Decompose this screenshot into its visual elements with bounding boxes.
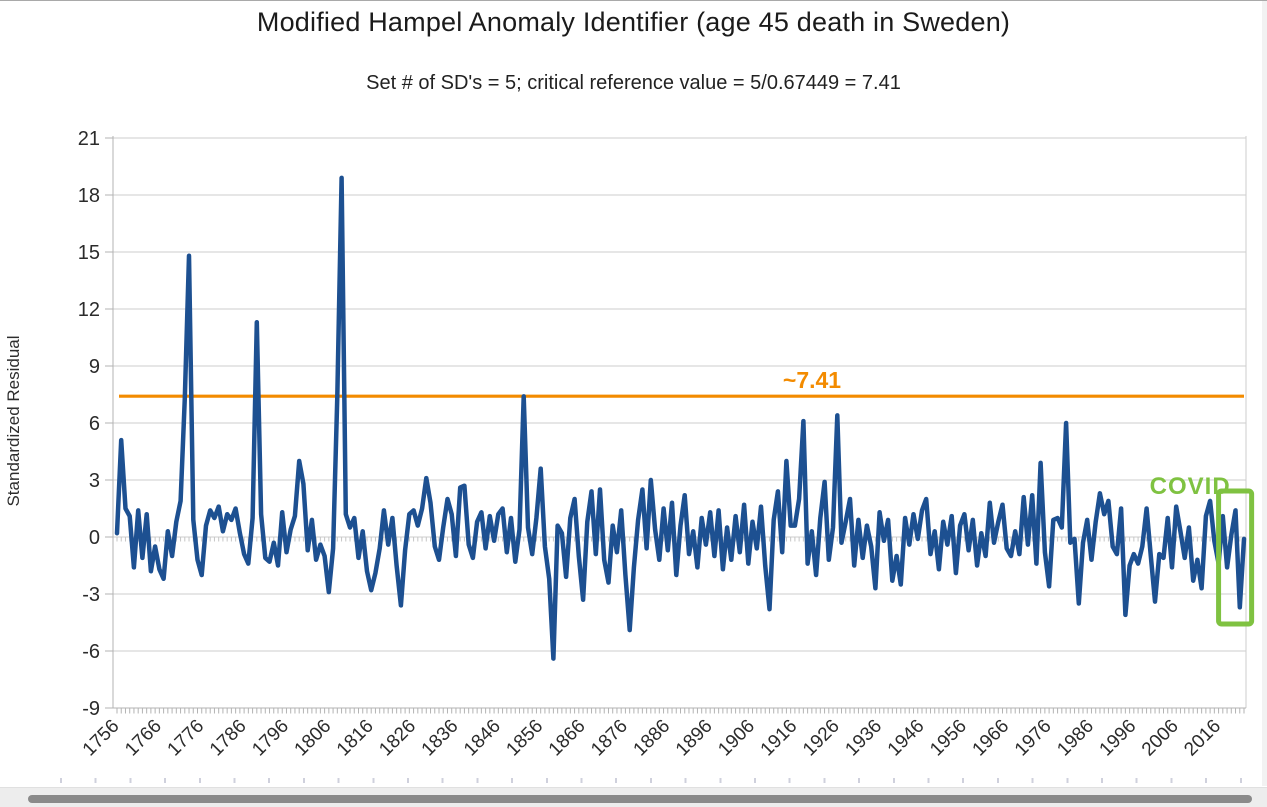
x-axis-tick-label: 1906 [714,716,759,761]
x-axis-tick-label: 1996 [1096,716,1141,761]
x-axis-tick-label: 1986 [1053,716,1098,761]
chart-title: Modified Hampel Anomaly Identifier (age … [256,7,1011,37]
x-axis-tick-label: 1886 [630,716,675,761]
y-axis-tick-label: 6 [89,413,100,435]
x-axis-tick-label: 1796 [248,716,293,761]
x-axis-tick-label: 1896 [672,716,717,761]
y-axis-tick-label: -9 [82,698,100,720]
y-axis-tick-label: 15 [78,242,100,264]
x-axis-tick-label: 1926 [799,716,844,761]
x-axis-tick-label: 1756 [79,716,124,761]
data-series-line [114,175,1247,661]
x-axis-tick-label: 1936 [841,716,886,761]
y-axis-tick-label: 12 [78,299,100,321]
y-axis-tick-label: 18 [78,185,100,207]
chart-subtitle: Set # of SD's = 5; critical reference va… [366,72,901,94]
y-axis-tick-label: -6 [82,641,100,663]
x-axis-tick-label: 1816 [333,716,378,761]
x-axis-tick-label: 1946 [884,716,929,761]
cell-border-marks [60,778,1260,783]
y-axis-tick-label: 0 [89,527,100,549]
x-axis-tick-label: 2016 [1180,716,1225,761]
x-axis-tick-label: 1966 [969,716,1014,761]
x-axis-tick-label: 1826 [375,716,420,761]
x-axis-tick-label: 1776 [164,716,209,761]
chart-area[interactable]: 211815129630-3-6-91756176617761786179618… [0,1,1267,786]
x-axis-tick-label: 1956 [926,716,971,761]
y-axis-tick-label: 3 [89,470,100,492]
reference-line-label: ~7.41 [783,367,841,393]
x-axis-tick-label: 1856 [502,716,547,761]
covid-highlight-box [1216,488,1255,627]
horizontal-scrollbar-thumb[interactable] [28,795,1252,803]
y-axis-tick-label: 9 [89,356,100,378]
x-axis-tick-label: 1916 [757,716,802,761]
horizontal-scrollbar-track[interactable] [0,787,1267,807]
x-axis-tick-label: 1806 [291,716,336,761]
x-axis-tick-label: 2006 [1138,716,1183,761]
right-margin [1262,1,1267,786]
x-axis-tick-label: 1866 [545,716,590,761]
y-axis-tick-label: -3 [82,584,100,606]
x-axis-tick-label: 1836 [418,716,463,761]
x-axis-tick-label: 1786 [206,716,251,761]
x-axis-tick-label: 1976 [1011,716,1056,761]
y-axis-tick-label: 21 [78,128,100,150]
x-axis-tick-label: 1846 [460,716,505,761]
x-axis-tick-label: 1876 [587,716,632,761]
x-axis-tick-label: 1766 [121,716,166,761]
